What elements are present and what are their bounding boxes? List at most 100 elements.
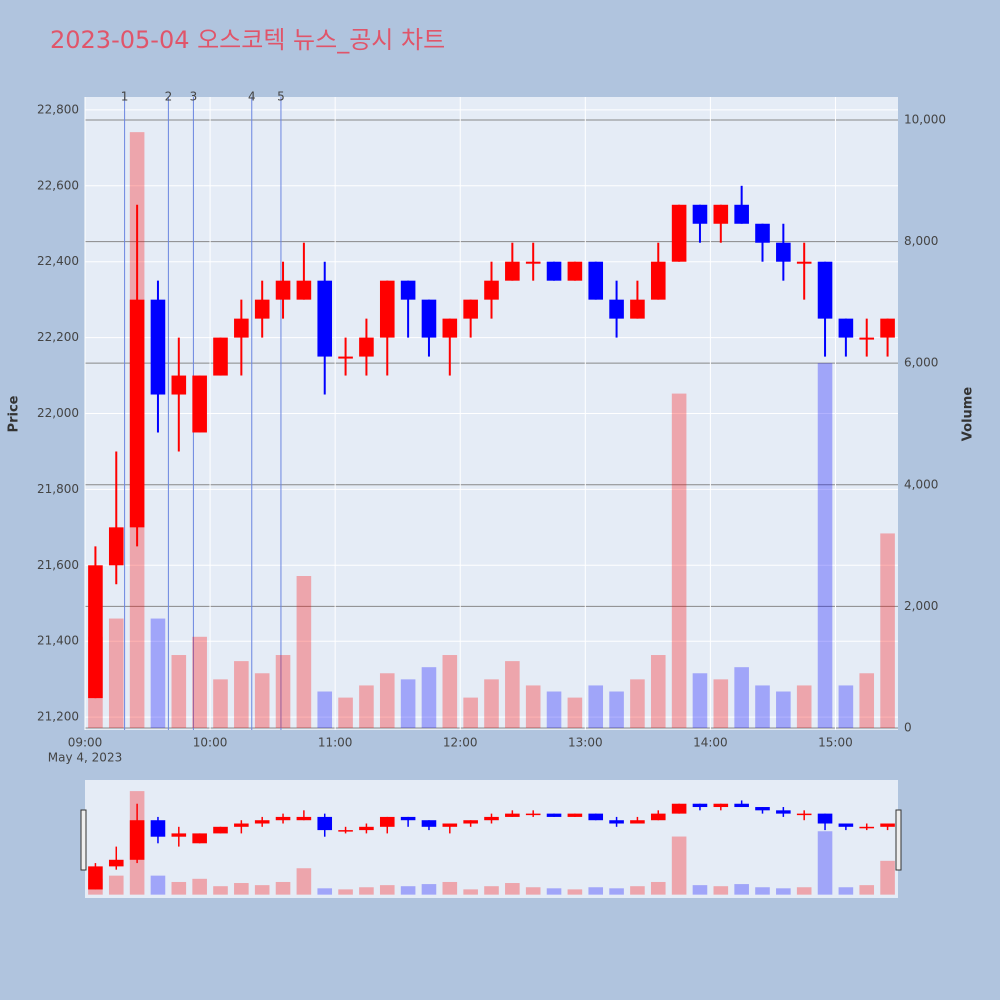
annotation-label: 2 (165, 90, 173, 104)
mini-candle-body (150, 820, 166, 837)
mini-candle-body (505, 813, 520, 817)
y-tick-label: 22,400 (37, 254, 79, 268)
mini-volume-bar (400, 886, 416, 895)
volume-bar (505, 661, 520, 728)
candle-body (88, 565, 103, 699)
candle-body (463, 299, 478, 319)
candle-body (838, 318, 854, 338)
mini-volume-bar (755, 887, 770, 895)
candle-body (776, 242, 791, 262)
chart-title: 2023-05-04 오스코텍 뉴스_공시 차트 (50, 26, 445, 54)
mini-candle-body (630, 820, 645, 824)
mini-candle-body (379, 816, 395, 827)
candle-body (650, 261, 666, 300)
volume-bar (630, 679, 645, 728)
candle-body (817, 261, 833, 319)
mini-volume-bar (442, 881, 458, 895)
candle-body (525, 261, 541, 264)
mini-candle-body (692, 803, 708, 808)
candle-body (317, 280, 333, 357)
mini-candle-body (734, 803, 749, 808)
volume-bar (525, 685, 541, 728)
candle-body (755, 223, 770, 243)
volume-bar (463, 697, 478, 728)
mini-candle-body (192, 833, 207, 844)
volume-bar (296, 575, 312, 728)
annotation-label: 4 (248, 90, 256, 104)
volume-bar (671, 393, 687, 728)
range-slider (85, 780, 898, 898)
mini-volume-bar (525, 887, 541, 895)
mini-candle-body (108, 859, 124, 867)
annotation-label: 3 (190, 90, 198, 104)
volume-bar (588, 685, 604, 728)
mini-candle-body (254, 820, 270, 824)
x-tick-label: 15:00 (818, 736, 853, 750)
candle-body (213, 337, 228, 376)
candle-body (379, 280, 395, 338)
mini-candle-body (567, 813, 583, 817)
mini-candle-body (776, 810, 791, 814)
y-tick-label: 22,200 (37, 330, 79, 344)
mini-candle-body (609, 820, 624, 824)
volume-bar (234, 661, 249, 728)
volume-bar (880, 533, 895, 728)
volume-bar (838, 685, 854, 728)
candle-body (338, 356, 353, 359)
mini-candle-body (213, 826, 228, 834)
y-tick-label: 21,800 (37, 482, 79, 496)
mini-volume-bar (859, 885, 875, 895)
y2-tick-label: 2,000 (904, 599, 938, 613)
annotation-label: 5 (277, 90, 285, 104)
candle-body (567, 261, 583, 281)
y-tick-label: 22,800 (37, 102, 79, 116)
mini-candle-body (296, 816, 312, 821)
candle-body (484, 280, 499, 300)
candle-body (880, 318, 895, 338)
candle-body (359, 337, 374, 357)
mini-candle-body (484, 816, 499, 821)
mini-volume-bar (817, 831, 833, 895)
mini-candle-body (442, 823, 458, 827)
mini-volume-bar (838, 887, 854, 895)
volume-bar (859, 673, 875, 728)
candle-body (296, 280, 312, 300)
candle-body (234, 318, 249, 338)
volume-bar (171, 655, 187, 728)
mini-volume-bar (880, 860, 895, 895)
volume-bar (713, 679, 729, 728)
mini-candle-body (234, 823, 249, 827)
mini-candle-body (338, 830, 353, 832)
volume-bar (108, 618, 124, 728)
y-tick-label: 21,400 (37, 634, 79, 648)
mini-candle-body (421, 820, 437, 827)
volume-bar (421, 667, 437, 728)
mini-volume-bar (421, 884, 437, 895)
mini-volume-bar (567, 889, 583, 895)
slider-handle[interactable] (80, 809, 87, 871)
candle-body (630, 299, 645, 319)
candle-body (129, 299, 145, 528)
candle-body (400, 280, 416, 300)
volume-bar (359, 685, 374, 728)
mini-volume-bar (338, 889, 353, 895)
y-tick-label: 22,600 (37, 178, 79, 192)
mini-candle-body (713, 803, 729, 808)
y2-tick-label: 0 (904, 720, 912, 734)
mini-candle-body (275, 816, 291, 821)
candle-body (275, 280, 291, 300)
x-tick-label: 13:00 (568, 736, 603, 750)
candle-body (588, 261, 604, 300)
candle-body (505, 261, 520, 281)
volume-bar (546, 691, 562, 728)
volume-bar (192, 636, 207, 728)
candle-body (171, 375, 187, 395)
candle-body (671, 204, 687, 262)
y2-tick-label: 10,000 (904, 112, 946, 126)
mini-candle-body (129, 820, 145, 860)
mini-volume-bar (234, 883, 249, 895)
slider-handle[interactable] (895, 809, 902, 871)
volume-bar (317, 691, 333, 728)
volume-bar (776, 691, 791, 728)
mini-volume-bar (796, 887, 812, 895)
